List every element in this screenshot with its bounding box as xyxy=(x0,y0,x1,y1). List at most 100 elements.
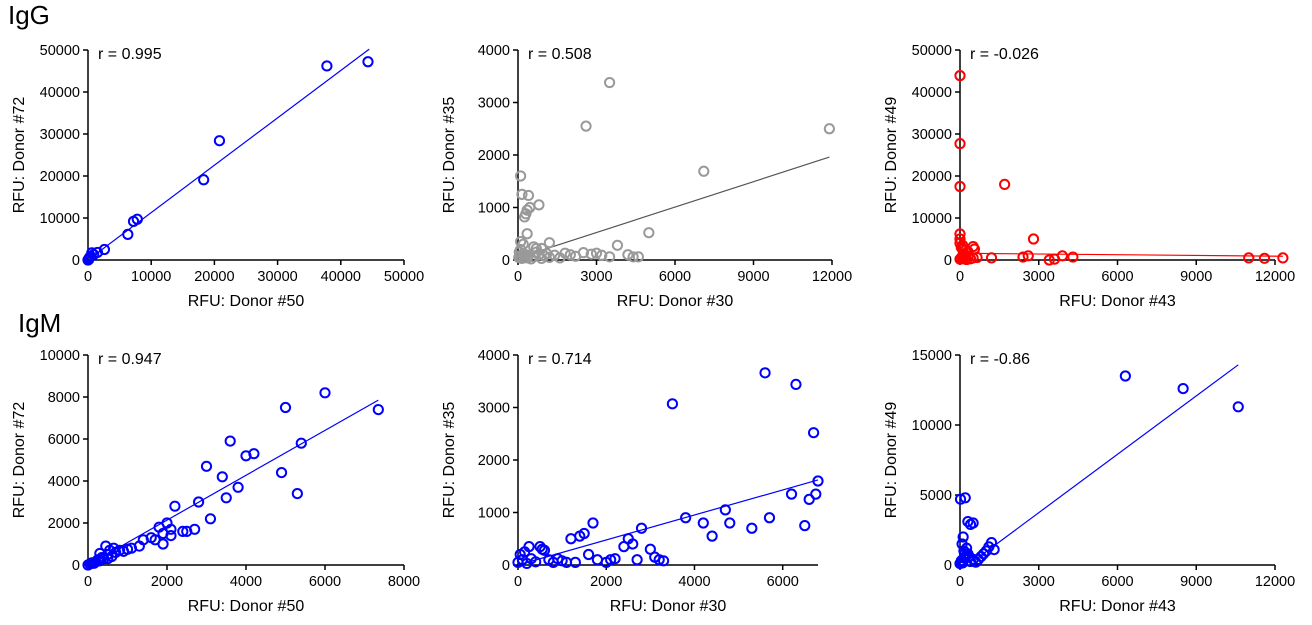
data-point xyxy=(1056,250,1068,262)
x-tick-label: 2000 xyxy=(151,574,183,590)
data-point xyxy=(799,520,811,532)
y-tick-label: 3000 xyxy=(478,96,510,112)
data-point xyxy=(978,548,990,560)
fit-line xyxy=(975,364,1239,560)
data-point xyxy=(98,243,111,256)
data-point xyxy=(94,547,106,560)
data-point xyxy=(985,252,998,264)
data-point xyxy=(200,460,213,472)
x-tick-label: 9000 xyxy=(1180,574,1212,590)
data-point xyxy=(569,556,581,568)
chart-panel-4: 0 2000 4000 6000 8000 0 2000 4000 6000 8000 10000 R… xyxy=(11,348,420,615)
fit-line xyxy=(517,156,830,259)
data-point xyxy=(971,251,983,264)
data-point xyxy=(635,522,648,534)
correlation-label: r = -0.86 xyxy=(970,351,1030,368)
data-point xyxy=(86,247,98,259)
data-point xyxy=(213,135,226,147)
data-point xyxy=(582,548,595,561)
data-point xyxy=(1017,251,1029,263)
x-tick-label: 6000 xyxy=(1101,269,1133,285)
data-point xyxy=(622,249,634,261)
data-point xyxy=(591,554,604,566)
data-point xyxy=(522,189,535,202)
y-tick-label: 8000 xyxy=(48,390,80,406)
data-point xyxy=(957,239,969,251)
data-point xyxy=(578,527,590,540)
x-tick-label: 6000 xyxy=(1101,574,1133,590)
data-point xyxy=(812,475,824,487)
data-point xyxy=(275,467,288,479)
data-point xyxy=(533,199,545,211)
data-point xyxy=(698,165,710,177)
data-point xyxy=(590,247,603,259)
data-point xyxy=(295,437,307,449)
data-point xyxy=(169,500,181,512)
data-point xyxy=(605,554,617,566)
data-point xyxy=(91,246,104,259)
data-point xyxy=(1022,250,1034,262)
x-tick-label: 0 xyxy=(514,269,522,285)
y-tick-label: 2000 xyxy=(478,148,510,164)
data-point xyxy=(1232,401,1244,413)
x-tick-label: 20000 xyxy=(194,269,234,285)
y-tick-label: 6000 xyxy=(48,432,80,448)
data-point xyxy=(954,228,966,240)
data-point xyxy=(248,448,260,460)
chart-panel-1: 0 10000 20000 30000 40000 50000 0 10000 20000 300… xyxy=(11,43,424,310)
data-point xyxy=(543,237,556,249)
x-tick-label: 6000 xyxy=(309,574,341,590)
y-tick-label: 10000 xyxy=(912,211,952,227)
row-label-igm: IgM xyxy=(18,308,62,338)
data-point xyxy=(999,178,1011,190)
data-point xyxy=(577,247,590,259)
data-point xyxy=(1119,370,1131,382)
data-point xyxy=(967,517,979,529)
data-point xyxy=(954,180,966,193)
y-tick-label: 15000 xyxy=(912,348,952,364)
data-point xyxy=(321,60,333,72)
correlation-label: r = -0.026 xyxy=(970,46,1039,63)
data-point xyxy=(967,553,979,566)
data-point xyxy=(790,378,802,390)
row-label-igg: IgG xyxy=(8,0,50,30)
data-point xyxy=(515,170,527,182)
fit-line xyxy=(959,252,1283,257)
y-axis-label: RFU: Donor #35 xyxy=(441,97,458,214)
data-point xyxy=(1043,254,1055,266)
data-point xyxy=(538,250,550,262)
y-axis-label: RFU: Donor #72 xyxy=(11,402,28,519)
x-tick-label: 9000 xyxy=(1180,269,1212,285)
data-point xyxy=(1277,252,1289,264)
data-point xyxy=(523,541,535,553)
data-point xyxy=(232,481,244,493)
correlation-label: r = 0.947 xyxy=(98,351,162,368)
x-tick-label: 50000 xyxy=(384,269,424,285)
data-point xyxy=(587,517,599,529)
y-tick-label: 2000 xyxy=(478,453,510,469)
data-point xyxy=(220,492,232,504)
x-axis-label: RFU: Donor #30 xyxy=(610,598,727,615)
data-point xyxy=(565,533,577,545)
y-tick-label: 50000 xyxy=(40,43,80,59)
data-point xyxy=(611,239,624,251)
y-tick-label: 4000 xyxy=(478,348,510,364)
data-point xyxy=(759,367,771,379)
data-point xyxy=(165,523,177,535)
data-point xyxy=(1027,233,1040,245)
data-point xyxy=(319,387,331,399)
data-point xyxy=(954,70,966,82)
x-tick-label: 6000 xyxy=(659,269,691,285)
data-point xyxy=(198,174,210,186)
x-tick-label: 3000 xyxy=(580,269,612,285)
y-axis-label: RFU: Donor #49 xyxy=(883,97,900,214)
data-point xyxy=(177,525,189,538)
y-tick-label: 3000 xyxy=(478,401,510,417)
data-point xyxy=(653,554,665,566)
data-point xyxy=(543,251,556,263)
data-point xyxy=(954,233,966,245)
x-tick-label: 9000 xyxy=(737,269,769,285)
chart-panel-2: 0 3000 6000 9000 12000 0 1000 2000 3000 4000 RFU: … xyxy=(441,43,852,310)
chart-panel-5: 0 2000 4000 6000 0 1000 2000 3000 4000 RFU: Donor… xyxy=(441,348,824,615)
